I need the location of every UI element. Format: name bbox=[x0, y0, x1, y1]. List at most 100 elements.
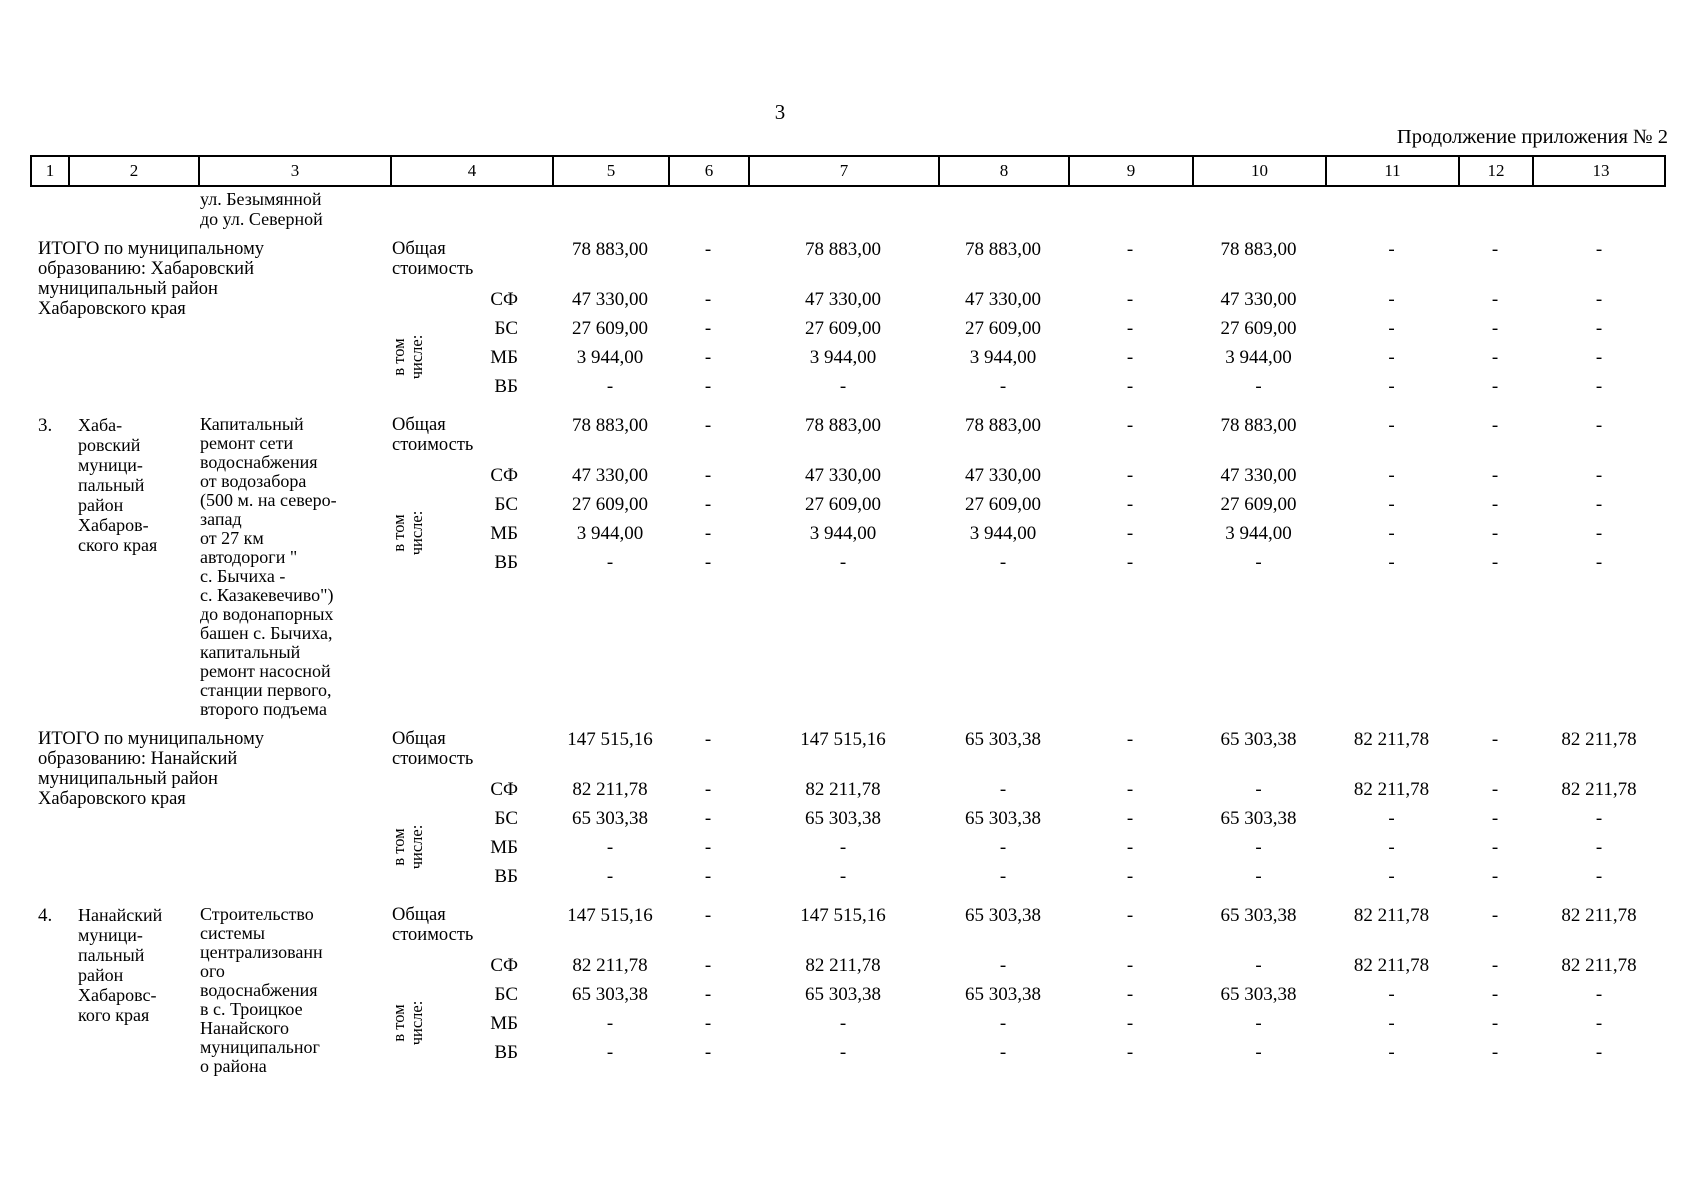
column-header: 6 bbox=[670, 157, 750, 185]
value-cell: - bbox=[1255, 1042, 1262, 1063]
value-cell: - bbox=[1491, 239, 1499, 260]
value-cell: 27 609,00 bbox=[805, 318, 881, 339]
value-cell: - bbox=[1491, 523, 1499, 544]
column-header: 8 bbox=[940, 157, 1070, 185]
value-cell: - bbox=[704, 289, 712, 310]
value-cell: 82 211,78 bbox=[572, 779, 648, 800]
value-cell: - bbox=[1595, 494, 1603, 515]
value-cell: - bbox=[999, 779, 1007, 800]
value-cell: - bbox=[839, 837, 847, 858]
column-header: 9 bbox=[1070, 157, 1194, 185]
value-cell: 27 609,00 bbox=[805, 494, 881, 515]
value-cell: 27 609,00 bbox=[1220, 318, 1297, 339]
column-header: 1 bbox=[32, 157, 70, 185]
value-cell: - bbox=[704, 415, 712, 436]
value-cell: 78 883,00 bbox=[572, 415, 648, 436]
value-cell: - bbox=[1126, 318, 1134, 339]
funding-source-label: ВБ bbox=[494, 1042, 518, 1063]
value-cell: 65 303,38 bbox=[1220, 729, 1297, 750]
value-cell: - bbox=[1491, 729, 1499, 750]
value-cell: - bbox=[1388, 837, 1395, 858]
value-cell: - bbox=[704, 465, 712, 486]
value-cell: 27 609,00 bbox=[965, 494, 1041, 515]
value-cell: - bbox=[1595, 318, 1603, 339]
value-cell: - bbox=[999, 376, 1007, 397]
value-cell: 82 211,78 bbox=[572, 955, 648, 976]
funding-source-label: МБ bbox=[490, 1013, 518, 1034]
value-cell: - bbox=[1595, 523, 1603, 544]
value-cell: - bbox=[1255, 837, 1262, 858]
include-label: в том числе: bbox=[389, 1000, 426, 1046]
include-label: в том числе: bbox=[389, 334, 426, 380]
value-cell: 147 515,16 bbox=[800, 905, 886, 926]
value-cell: - bbox=[606, 866, 614, 887]
value-cell: - bbox=[1491, 465, 1499, 486]
value-cell: - bbox=[1388, 1042, 1395, 1063]
value-cell: 147 515,16 bbox=[567, 729, 653, 750]
value-cell: 78 883,00 bbox=[1220, 415, 1297, 436]
value-cell: 3 944,00 bbox=[969, 347, 1037, 368]
object-description: Строительство системы централизованн ого… bbox=[200, 904, 323, 1076]
value-cell: - bbox=[1491, 955, 1499, 976]
value-cell: 82 211,78 bbox=[1353, 955, 1430, 976]
value-cell: - bbox=[1255, 1013, 1262, 1034]
value-cell: - bbox=[1595, 1042, 1603, 1063]
value-cell: - bbox=[704, 494, 712, 515]
table-body: ИТОГО по муниципальному образованию: Хаб… bbox=[30, 239, 1666, 1076]
value-cell: - bbox=[1491, 1042, 1499, 1063]
value-cell: 82 211,78 bbox=[805, 779, 881, 800]
funding-source-label: ВБ bbox=[494, 866, 518, 887]
value-cell: 3 944,00 bbox=[969, 523, 1037, 544]
totals-title: ИТОГО по муниципальному образованию: Нан… bbox=[38, 729, 265, 809]
value-cell: 65 303,38 bbox=[965, 905, 1041, 926]
value-cell: - bbox=[1126, 523, 1134, 544]
value-cell: - bbox=[606, 376, 614, 397]
value-cell: 47 330,00 bbox=[965, 465, 1041, 486]
value-cell: - bbox=[1388, 523, 1395, 544]
totals-row-group: ИТОГО по муниципальному образованию: Нан… bbox=[30, 729, 1666, 895]
value-cell: - bbox=[839, 1042, 847, 1063]
district-name: Нанайский муници- пальный район Хабаровс… bbox=[78, 905, 163, 1025]
value-cell: - bbox=[1595, 984, 1603, 1005]
funding-source-label: МБ bbox=[490, 347, 518, 368]
value-cell: 27 609,00 bbox=[572, 318, 648, 339]
value-cell: - bbox=[999, 1042, 1007, 1063]
value-cell: - bbox=[704, 376, 712, 397]
value-cell: - bbox=[1126, 866, 1134, 887]
value-cell: - bbox=[606, 552, 614, 573]
value-cell: 82 211,78 bbox=[1561, 955, 1637, 976]
value-cell: 78 883,00 bbox=[965, 415, 1041, 436]
value-cell: - bbox=[1388, 239, 1395, 260]
value-cell: - bbox=[999, 866, 1007, 887]
funding-source-label: БС bbox=[494, 318, 518, 339]
value-cell: - bbox=[704, 837, 712, 858]
row-number: 4. bbox=[38, 905, 53, 926]
include-label: в том числе: bbox=[389, 510, 426, 556]
cost-type-label: Общая стоимость bbox=[392, 239, 474, 279]
value-cell: - bbox=[1126, 289, 1134, 310]
value-cell: - bbox=[704, 729, 712, 750]
value-cell: 3 944,00 bbox=[809, 523, 877, 544]
value-cell: - bbox=[1388, 289, 1395, 310]
table-header-row: 1 2 3 4 5 6 7 8 9 10 11 12 13 bbox=[30, 155, 1666, 187]
value-cell: 147 515,16 bbox=[567, 905, 653, 926]
funding-source-label: СФ bbox=[490, 779, 518, 800]
value-cell: - bbox=[1491, 808, 1499, 829]
value-cell: - bbox=[1491, 984, 1499, 1005]
object-row-group: 3. Хаба- ровский муници- пальный район Ха… bbox=[30, 415, 1666, 719]
column-header: 12 bbox=[1460, 157, 1534, 185]
value-cell: - bbox=[1491, 494, 1499, 515]
include-label: в том числе: bbox=[389, 824, 426, 870]
value-cell: 82 211,78 bbox=[1561, 779, 1637, 800]
value-cell: - bbox=[1126, 465, 1134, 486]
value-cell: 65 303,38 bbox=[1220, 808, 1297, 829]
funding-source-label: ВБ bbox=[494, 376, 518, 397]
value-cell: - bbox=[1126, 905, 1134, 926]
value-cell: - bbox=[704, 318, 712, 339]
value-cell: - bbox=[1595, 415, 1603, 436]
page-number: 3 bbox=[774, 100, 786, 124]
value-cell: - bbox=[1126, 984, 1134, 1005]
value-cell: - bbox=[704, 1013, 712, 1034]
value-cell: - bbox=[704, 905, 712, 926]
